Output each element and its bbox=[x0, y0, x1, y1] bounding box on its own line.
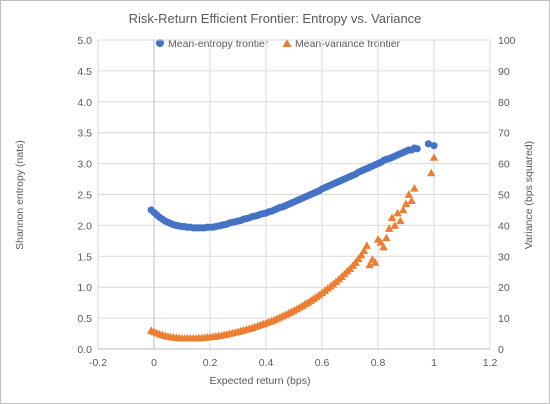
variance-point bbox=[376, 238, 385, 246]
y-tick-label: 1.5 bbox=[77, 251, 92, 263]
series-mean-variance bbox=[147, 153, 439, 342]
x-tick-label: -0.2 bbox=[89, 357, 107, 369]
legend-entropy-marker bbox=[156, 39, 164, 47]
y2-tick-label: 80 bbox=[498, 97, 510, 109]
entropy-point bbox=[430, 142, 438, 150]
variance-point bbox=[365, 260, 374, 269]
variance-point bbox=[396, 216, 405, 225]
y-tick-label: 4.0 bbox=[77, 97, 92, 109]
variance-point bbox=[401, 199, 411, 208]
y2-tick-label: 100 bbox=[498, 35, 516, 47]
y-tick-label: 5.0 bbox=[77, 35, 92, 47]
variance-point bbox=[390, 221, 399, 229]
y2-tick-label: 70 bbox=[498, 128, 510, 140]
x-tick-label: 1.2 bbox=[483, 357, 498, 369]
variance-point bbox=[371, 258, 380, 266]
x-tick-label: 0.8 bbox=[371, 357, 386, 369]
variance-point bbox=[385, 224, 394, 232]
chart-title: Risk-Return Efficient Frontier: Entropy … bbox=[129, 11, 422, 26]
entropy-point bbox=[424, 140, 432, 148]
series-mean-entropy bbox=[147, 140, 438, 232]
y-tick-label: 0.0 bbox=[77, 344, 92, 356]
variance-point bbox=[399, 205, 408, 214]
y2-tick-label: 20 bbox=[498, 282, 510, 294]
x-axis-title: Expected return (bps) bbox=[210, 375, 311, 387]
variance-point bbox=[410, 184, 419, 192]
y2-tick-label: 30 bbox=[498, 251, 510, 263]
y-tick-label: 1.0 bbox=[77, 282, 92, 294]
legend-variance-label: Mean-variance frontier bbox=[295, 38, 401, 50]
y-tick-label: 3.5 bbox=[77, 128, 92, 140]
y-tick-label: 4.5 bbox=[77, 66, 92, 78]
variance-point bbox=[387, 213, 397, 222]
variance-point bbox=[404, 190, 413, 198]
variance-point bbox=[357, 250, 366, 259]
y-tick-label: 0.5 bbox=[77, 313, 92, 325]
y-tick-label: 3.0 bbox=[77, 159, 92, 171]
variance-point bbox=[379, 242, 388, 251]
x-tick-label: 0.6 bbox=[315, 357, 330, 369]
legend-entropy-label: Mean-entropy frontier bbox=[168, 38, 269, 50]
variance-point bbox=[427, 168, 436, 177]
y2-axis-title: Variance (bps squared) bbox=[523, 141, 535, 249]
axes bbox=[98, 40, 490, 350]
legend-variance-marker bbox=[282, 39, 292, 47]
legend: Mean-entropy frontier Mean-variance fron… bbox=[156, 38, 401, 50]
variance-point bbox=[359, 246, 369, 255]
variance-point bbox=[429, 153, 439, 161]
y-tick-label: 2.0 bbox=[77, 220, 92, 232]
x-tick-label: 0.2 bbox=[203, 357, 218, 369]
y-tick-label: 2.5 bbox=[77, 190, 92, 202]
gridlines bbox=[97, 39, 491, 349]
x-tick-label: 0.4 bbox=[259, 357, 274, 369]
y-axis-title: Shannon entropy (nats) bbox=[14, 140, 26, 250]
y2-tick-label: 10 bbox=[498, 313, 510, 325]
variance-point bbox=[362, 241, 371, 249]
y2-tick-label: 60 bbox=[498, 159, 510, 171]
y2-tick-label: 40 bbox=[498, 220, 510, 232]
entropy-point bbox=[413, 145, 421, 153]
y2-tick-label: 50 bbox=[498, 190, 510, 202]
tick-labels: 0.00.51.01.52.02.53.03.54.04.55.00102030… bbox=[77, 35, 515, 369]
variance-point bbox=[407, 196, 416, 205]
x-tick-label: 0 bbox=[151, 357, 157, 369]
variance-point bbox=[382, 233, 391, 242]
y2-tick-label: 90 bbox=[498, 66, 510, 78]
y2-tick-label: 0 bbox=[498, 344, 504, 356]
x-tick-label: 1 bbox=[431, 357, 437, 369]
variance-point bbox=[393, 208, 402, 217]
